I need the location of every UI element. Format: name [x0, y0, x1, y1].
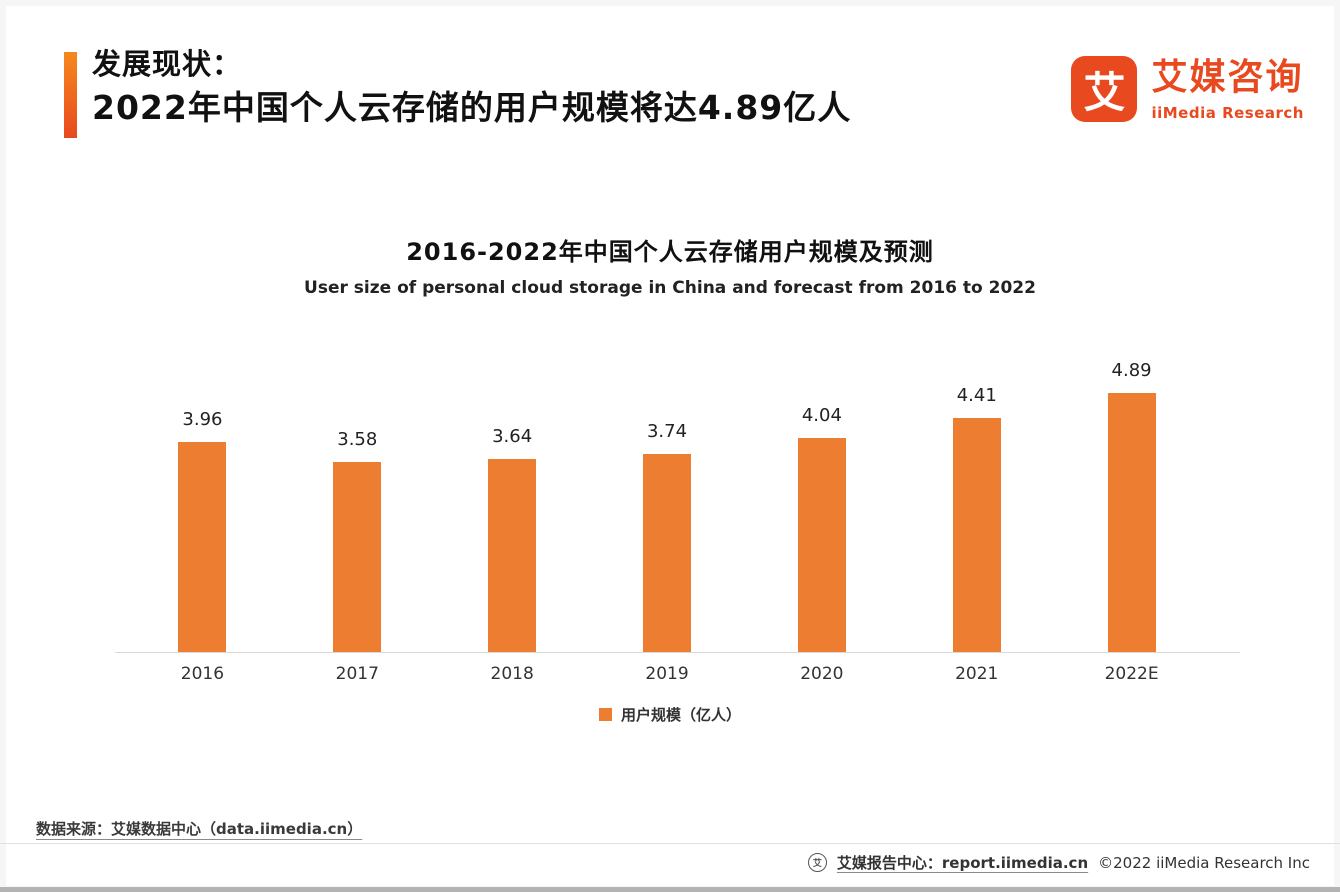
title-accent-bar — [64, 52, 77, 138]
chart-title: 2016-2022年中国个人云存储用户规模及预测 — [406, 238, 934, 266]
chart-column: 3.64 — [435, 352, 590, 652]
bottom-edge-strip — [0, 887, 1340, 892]
iimedia-logo-icon: 艾 — [1071, 56, 1138, 122]
bar-value-label: 4.41 — [956, 385, 997, 406]
footer-divider — [0, 843, 1340, 844]
bar — [333, 462, 382, 652]
copyright-text: ©2022 iiMedia Research Inc — [1098, 853, 1310, 872]
legend-swatch-icon — [598, 708, 612, 721]
bar-value-label: 3.96 — [182, 409, 223, 430]
chart-column: 3.96 — [125, 352, 280, 652]
x-axis-label: 2021 — [955, 664, 999, 684]
bar — [488, 459, 537, 652]
logo-name-en: iiMedia Research — [1151, 104, 1304, 122]
x-axis-label: 2019 — [645, 664, 689, 684]
chart-column: 4.41 — [899, 352, 1054, 652]
chart-subtitle: User size of personal cloud storage in C… — [304, 278, 1036, 298]
x-axis-label: 2020 — [800, 664, 844, 684]
bar — [797, 438, 846, 652]
page-title: 发展现状： 2022年中国个人云存储的用户规模将达4.89亿人 — [92, 46, 851, 130]
chart-column: 3.74 — [590, 352, 745, 652]
data-source-link[interactable]: 数据来源：艾媒数据中心（data.iimedia.cn） — [36, 820, 363, 838]
page-title-line1: 发展现状： — [92, 47, 243, 81]
x-axis-label: 2016 — [180, 664, 225, 684]
iimedia-logo-text: 艾媒咨询 iiMedia Research — [1151, 56, 1304, 122]
x-axis-label: 2017 — [335, 664, 379, 684]
report-center-link[interactable]: 艾媒报告中心：report.iimedia.cn — [836, 854, 1089, 872]
bar — [952, 418, 1001, 652]
x-axis-label: 2022E — [1104, 664, 1159, 684]
x-axis-label: 2018 — [490, 664, 534, 684]
legend-label: 用户规模（亿人） — [620, 706, 741, 724]
footer-bar: 艾 艾媒报告中心：report.iimedia.cn ©2022 iiMedia… — [807, 852, 1310, 873]
bar — [1107, 393, 1156, 652]
bar-value-label: 3.74 — [646, 421, 688, 442]
logo-name-cn: 艾媒咨询 — [1151, 57, 1304, 98]
bar-value-label: 4.04 — [801, 405, 842, 426]
x-axis-line — [115, 652, 1240, 653]
x-axis-labels: 2016 2017 2018 2019 2020 2021 2022E — [125, 664, 1209, 684]
chart-column: 4.89 — [1054, 352, 1209, 652]
chart-column: 4.04 — [744, 352, 899, 652]
bar — [178, 442, 227, 652]
bar-value-label: 3.64 — [492, 426, 533, 447]
bar — [643, 454, 691, 652]
chart-column: 3.58 — [280, 352, 435, 652]
bar-value-label: 3.58 — [337, 429, 378, 450]
iimedia-badge-icon: 艾 — [807, 853, 827, 872]
bar-value-label: 4.89 — [1111, 360, 1152, 381]
page-title-line2: 2022年中国个人云存储的用户规模将达4.89亿人 — [92, 88, 852, 127]
chart-legend: 用户规模（亿人） — [0, 704, 1340, 725]
iimedia-logo: 艾 艾媒咨询 iiMedia Research — [1071, 56, 1304, 122]
plot-area: 3.96 3.58 3.64 3.74 4.04 4.41 4.89 — [125, 352, 1209, 652]
